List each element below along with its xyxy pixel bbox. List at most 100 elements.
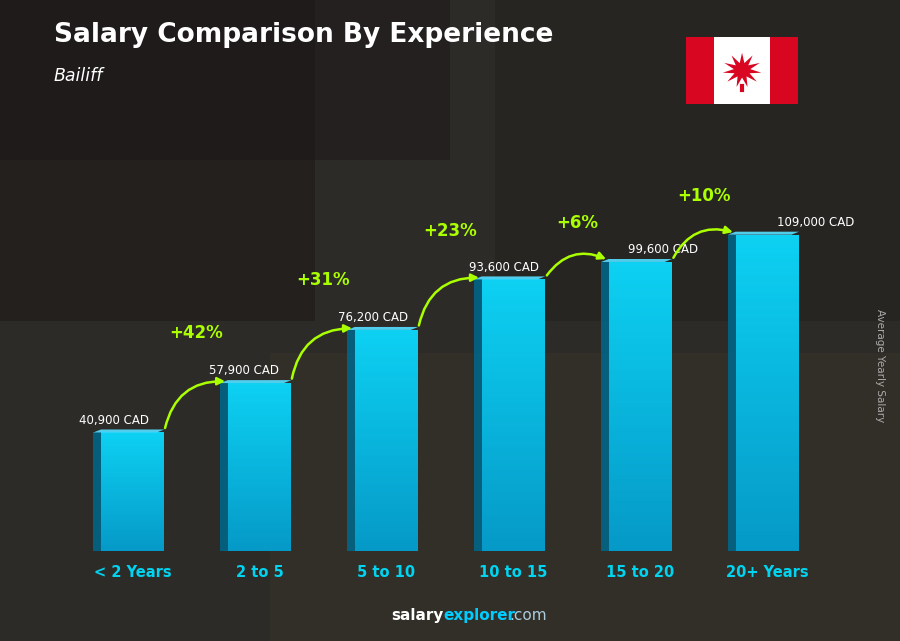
Bar xyxy=(735,393,799,397)
Bar xyxy=(355,424,418,427)
Bar xyxy=(101,505,165,507)
Bar xyxy=(735,429,799,433)
Bar xyxy=(101,481,165,483)
Bar xyxy=(482,466,545,470)
Bar xyxy=(608,349,672,353)
Bar xyxy=(482,494,545,497)
Bar xyxy=(735,290,799,294)
Bar xyxy=(101,461,165,462)
Bar xyxy=(482,398,545,402)
Text: 99,600 CAD: 99,600 CAD xyxy=(627,243,698,256)
Bar xyxy=(608,425,672,428)
Bar xyxy=(482,344,545,347)
Bar xyxy=(101,474,165,476)
Bar xyxy=(228,543,292,545)
Bar xyxy=(228,486,292,488)
Polygon shape xyxy=(601,262,608,551)
Bar xyxy=(735,353,799,357)
Bar xyxy=(101,485,165,486)
Bar xyxy=(101,513,165,514)
Bar xyxy=(608,338,672,342)
Bar xyxy=(355,402,418,404)
Bar xyxy=(228,392,292,394)
Bar xyxy=(735,338,799,342)
Bar xyxy=(228,528,292,530)
Bar xyxy=(101,519,165,520)
Bar xyxy=(608,494,672,497)
Bar xyxy=(101,487,165,489)
Bar xyxy=(735,385,799,389)
Bar xyxy=(101,433,165,434)
Bar xyxy=(608,298,672,302)
Bar xyxy=(355,457,418,460)
Bar xyxy=(355,408,418,410)
Bar xyxy=(228,509,292,512)
Bar xyxy=(495,0,900,320)
Bar xyxy=(101,506,165,508)
Bar xyxy=(482,408,545,412)
Bar xyxy=(735,512,799,515)
FancyArrowPatch shape xyxy=(673,227,730,258)
Bar xyxy=(608,320,672,324)
Bar xyxy=(355,432,418,435)
Bar xyxy=(355,545,418,549)
Bar xyxy=(355,507,418,510)
Bar xyxy=(482,453,545,456)
Bar xyxy=(482,504,545,507)
Bar xyxy=(355,369,418,371)
Bar xyxy=(228,476,292,478)
Bar xyxy=(101,447,165,449)
Bar xyxy=(355,465,418,469)
Bar xyxy=(228,488,292,490)
Polygon shape xyxy=(220,380,292,383)
Bar xyxy=(482,378,545,381)
Bar xyxy=(482,340,545,344)
Bar xyxy=(735,504,799,508)
Bar xyxy=(735,401,799,405)
Bar xyxy=(355,399,418,402)
Bar xyxy=(355,504,418,507)
Text: Salary Comparison By Experience: Salary Comparison By Experience xyxy=(54,22,554,49)
Bar xyxy=(355,543,418,545)
Bar xyxy=(101,443,165,444)
Bar xyxy=(101,452,165,453)
Bar xyxy=(608,512,672,515)
Bar xyxy=(228,394,292,395)
Bar xyxy=(482,296,545,300)
Text: +31%: +31% xyxy=(296,271,350,289)
Bar xyxy=(228,402,292,404)
Text: +23%: +23% xyxy=(423,222,477,240)
Polygon shape xyxy=(347,327,419,330)
Bar xyxy=(735,262,799,266)
Bar xyxy=(608,356,672,360)
Bar xyxy=(228,431,292,433)
Bar xyxy=(228,417,292,419)
Bar xyxy=(355,338,418,341)
Bar xyxy=(228,419,292,421)
Bar xyxy=(228,530,292,532)
Bar xyxy=(355,388,418,391)
Bar xyxy=(608,544,672,547)
FancyArrowPatch shape xyxy=(418,274,476,326)
Bar xyxy=(482,395,545,398)
Bar xyxy=(355,549,418,551)
Bar xyxy=(355,444,418,446)
Bar xyxy=(228,490,292,492)
Bar xyxy=(228,404,292,406)
Bar xyxy=(608,265,672,269)
Bar xyxy=(101,463,165,465)
Bar xyxy=(355,526,418,529)
Bar xyxy=(770,37,798,104)
Bar xyxy=(608,508,672,512)
Bar xyxy=(482,490,545,494)
Bar xyxy=(608,410,672,414)
Bar xyxy=(355,488,418,490)
Bar xyxy=(482,300,545,303)
Bar xyxy=(228,478,292,479)
Bar xyxy=(101,539,165,541)
Bar xyxy=(101,458,165,459)
Bar xyxy=(735,282,799,286)
Bar xyxy=(101,510,165,511)
Bar xyxy=(608,421,672,425)
Bar xyxy=(355,385,418,388)
